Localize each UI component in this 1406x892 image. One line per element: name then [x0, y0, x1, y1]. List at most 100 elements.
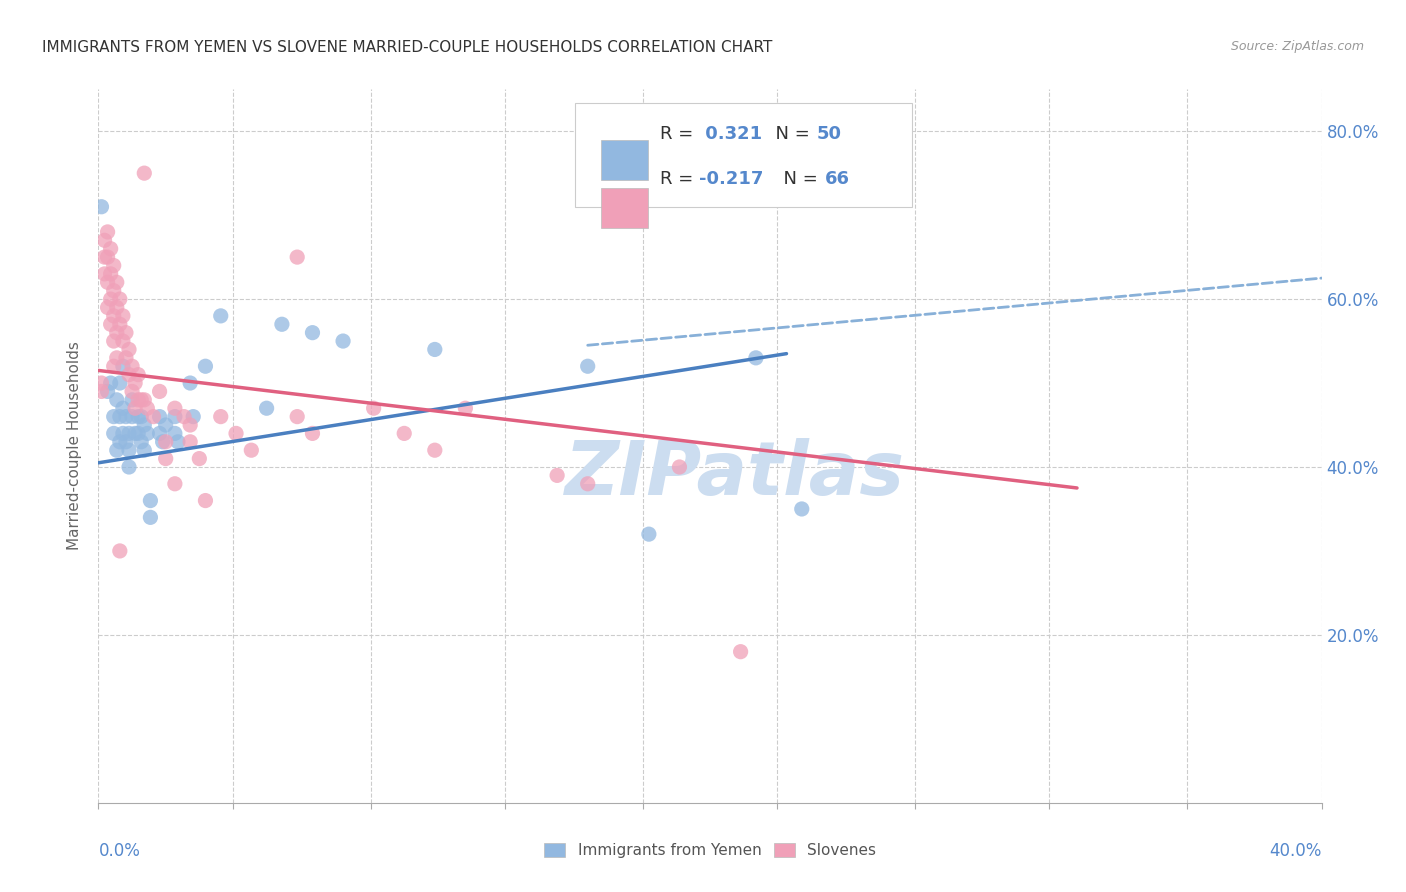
Text: 0.321: 0.321 — [699, 125, 762, 143]
Point — [142, 409, 165, 424]
Point — [576, 476, 599, 491]
Point — [127, 368, 149, 382]
Point — [90, 200, 112, 214]
Point — [100, 267, 122, 281]
Point — [179, 434, 201, 449]
Point — [139, 510, 162, 524]
Point — [209, 409, 232, 424]
Point — [121, 384, 143, 399]
Point — [97, 225, 120, 239]
Point — [118, 368, 141, 382]
Point — [100, 318, 122, 332]
FancyBboxPatch shape — [602, 140, 648, 180]
FancyBboxPatch shape — [575, 103, 912, 207]
Point — [121, 359, 143, 374]
Point — [121, 392, 143, 407]
Point — [134, 392, 156, 407]
Point — [129, 392, 152, 407]
Point — [103, 426, 125, 441]
Point — [270, 318, 292, 332]
Point — [90, 376, 112, 390]
Text: R =: R = — [659, 125, 699, 143]
Point — [136, 426, 159, 441]
Text: N =: N = — [763, 125, 815, 143]
Point — [256, 401, 278, 416]
Point — [173, 409, 195, 424]
Point — [149, 426, 172, 441]
Point — [423, 443, 446, 458]
Point — [134, 417, 156, 432]
Point — [97, 301, 120, 315]
Point — [118, 460, 141, 475]
Point — [163, 476, 186, 491]
Text: IMMIGRANTS FROM YEMEN VS SLOVENE MARRIED-COUPLE HOUSEHOLDS CORRELATION CHART: IMMIGRANTS FROM YEMEN VS SLOVENE MARRIED… — [42, 40, 772, 55]
Point — [149, 384, 172, 399]
Point — [730, 645, 752, 659]
Text: R =: R = — [659, 170, 699, 188]
Point — [108, 292, 131, 306]
Point — [111, 401, 134, 416]
Point — [225, 426, 247, 441]
Text: 50: 50 — [817, 125, 841, 143]
Point — [115, 434, 138, 449]
Point — [301, 326, 323, 340]
Point — [129, 434, 152, 449]
Point — [152, 434, 174, 449]
Point — [745, 351, 768, 365]
Point — [103, 259, 125, 273]
Point — [179, 376, 201, 390]
Point — [181, 409, 204, 424]
Point — [155, 434, 177, 449]
Point — [105, 351, 128, 365]
Point — [90, 384, 112, 399]
Point — [149, 409, 172, 424]
Point — [93, 267, 115, 281]
Point — [163, 426, 186, 441]
Point — [103, 409, 125, 424]
Point — [127, 409, 149, 424]
Point — [790, 502, 813, 516]
Point — [108, 318, 131, 332]
Point — [209, 309, 232, 323]
Point — [576, 359, 599, 374]
FancyBboxPatch shape — [602, 188, 648, 228]
Point — [97, 275, 120, 289]
Point — [97, 250, 120, 264]
Point — [332, 334, 354, 348]
Point — [188, 451, 211, 466]
Point — [363, 401, 385, 416]
Point — [105, 301, 128, 315]
Point — [118, 343, 141, 357]
Point — [115, 326, 138, 340]
Point — [167, 434, 190, 449]
Point — [155, 451, 177, 466]
Point — [134, 443, 156, 458]
Point — [139, 493, 162, 508]
Point — [118, 426, 141, 441]
Point — [124, 426, 146, 441]
Point — [105, 326, 128, 340]
Text: -0.217: -0.217 — [699, 170, 763, 188]
Point — [108, 409, 131, 424]
Point — [240, 443, 263, 458]
Text: 66: 66 — [825, 170, 851, 188]
Text: N =: N = — [772, 170, 824, 188]
Point — [163, 409, 186, 424]
Point — [103, 334, 125, 348]
Point — [155, 417, 177, 432]
Point — [668, 460, 690, 475]
Point — [124, 376, 146, 390]
Point — [108, 376, 131, 390]
Point — [285, 409, 308, 424]
Point — [103, 284, 125, 298]
Point — [129, 409, 152, 424]
Point — [163, 401, 186, 416]
Legend: Immigrants from Yemen, Slovenes: Immigrants from Yemen, Slovenes — [540, 838, 880, 863]
Point — [111, 359, 134, 374]
Point — [121, 409, 143, 424]
Text: Source: ZipAtlas.com: Source: ZipAtlas.com — [1230, 40, 1364, 54]
Point — [179, 417, 201, 432]
Text: ZIPatlas: ZIPatlas — [564, 438, 904, 511]
Point — [127, 426, 149, 441]
Point — [136, 401, 159, 416]
